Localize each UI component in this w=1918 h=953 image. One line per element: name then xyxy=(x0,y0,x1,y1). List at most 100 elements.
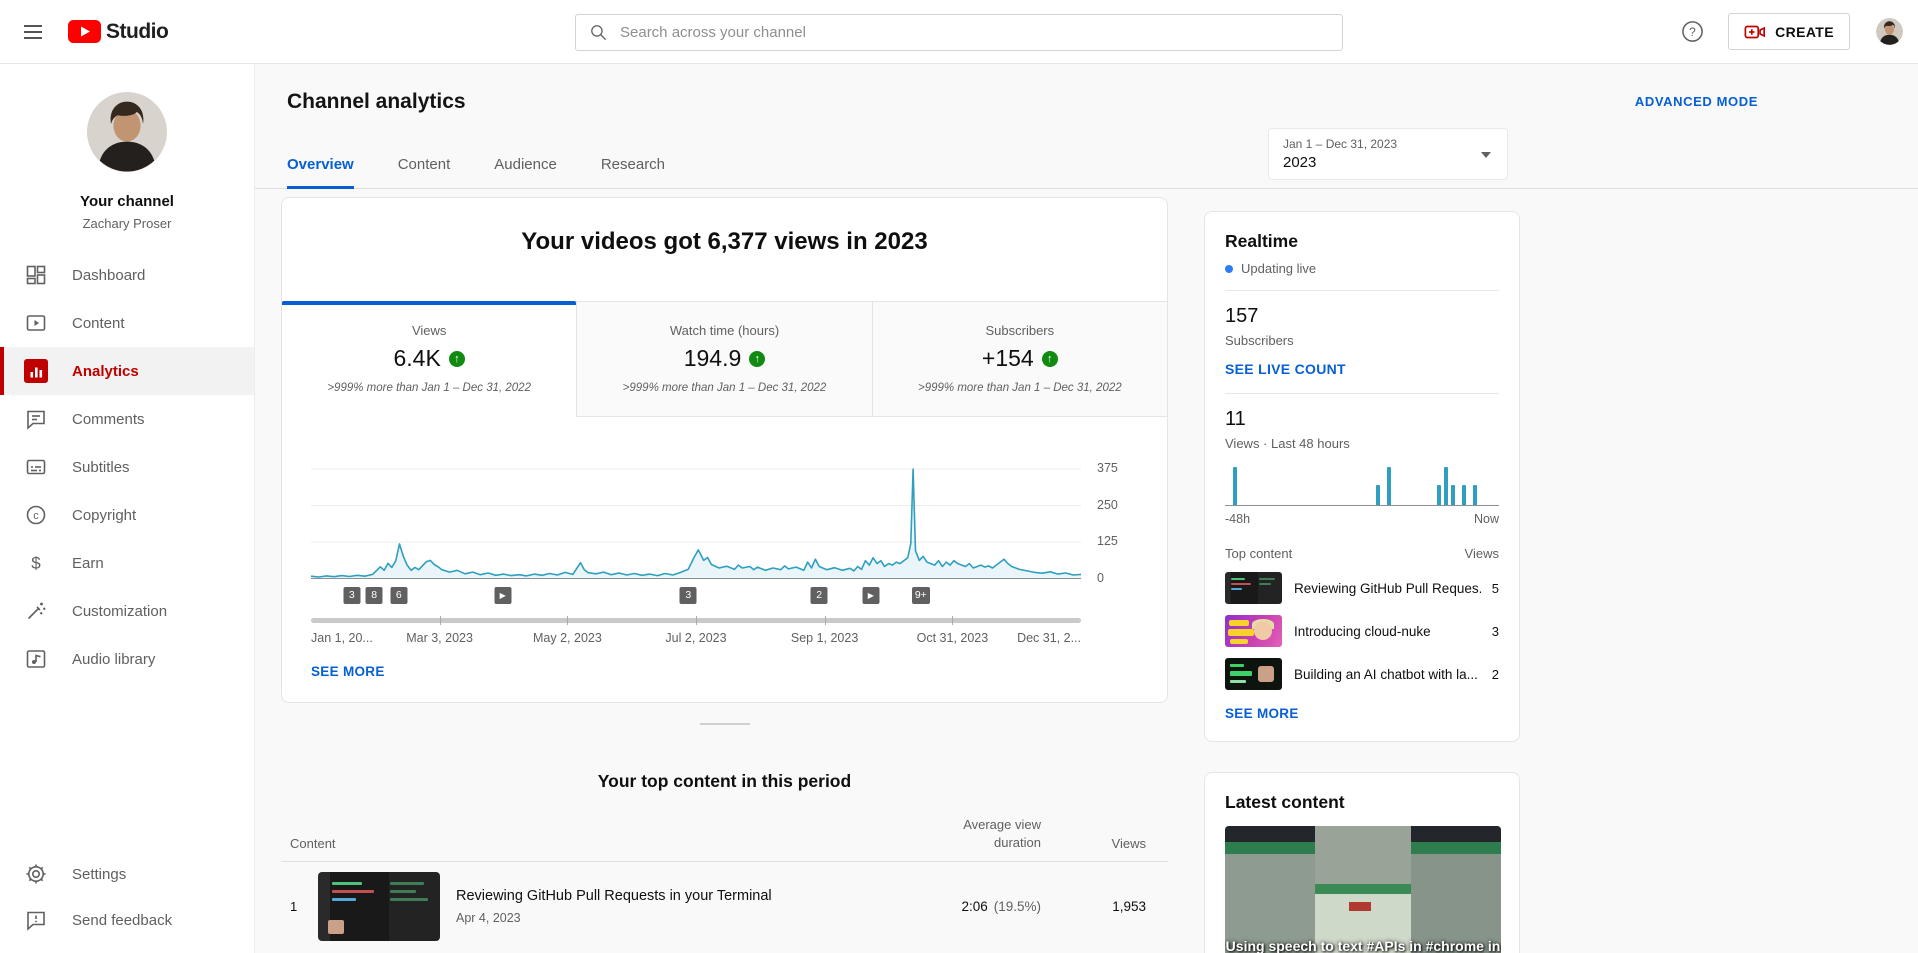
sidebar-item-content[interactable]: Content xyxy=(0,299,254,347)
sidebar-item-earn[interactable]: $ Earn xyxy=(0,539,254,587)
realtime-bar xyxy=(1462,485,1466,505)
video-title[interactable]: Reviewing GitHub Pull Requests in your T… xyxy=(456,888,772,905)
metric-tab-subscribers[interactable]: Subscribers +154 ↑ >999% more than Jan 1… xyxy=(871,302,1167,417)
y-axis-tick: 250 xyxy=(1097,497,1118,512)
youtube-studio-logo[interactable]: Studio xyxy=(68,19,169,44)
views-column-label: Views xyxy=(1464,546,1499,561)
video-publish-marker[interactable]: 2 xyxy=(810,587,828,604)
hamburger-menu-icon[interactable] xyxy=(22,21,44,43)
create-button[interactable]: CREATE xyxy=(1728,13,1850,50)
views-line-chart xyxy=(311,453,1081,579)
video-title: Introducing cloud-nuke xyxy=(1294,623,1431,639)
row-rank: 1 xyxy=(290,899,298,915)
x-axis-tick: May 2, 2023 xyxy=(533,631,602,645)
channel-search xyxy=(575,14,1343,51)
page-title: Channel analytics xyxy=(287,90,466,113)
sidebar-item-label: Content xyxy=(72,314,125,332)
latest-video-thumbnail[interactable]: Using speech to text #APIs in #chrome in xyxy=(1225,826,1501,953)
tab-audience[interactable]: Audience xyxy=(494,156,557,173)
see-live-count-link[interactable]: SEE LIVE COUNT xyxy=(1225,361,1346,377)
date-range-text: Jan 1 – Dec 31, 2023 xyxy=(1283,137,1398,151)
sidebar-item-audio-library[interactable]: Audio library xyxy=(0,635,254,683)
see-more-link[interactable]: SEE MORE xyxy=(1225,706,1299,721)
date-range-picker[interactable]: Jan 1 – Dec 31, 2023 2023 xyxy=(1268,128,1508,180)
logo-text: Studio xyxy=(106,19,169,43)
sidebar-item-settings[interactable]: Settings xyxy=(0,851,254,897)
tab-research[interactable]: Research xyxy=(600,156,666,173)
comments-icon xyxy=(27,410,45,430)
video-publish-marker[interactable]: 3 xyxy=(679,587,697,604)
table-row[interactable]: 1 Reviewing GitHub Pull Requests in your… xyxy=(281,862,1168,942)
realtime-views-label: Views · Last 48 hours xyxy=(1225,436,1350,451)
send-feedback-icon xyxy=(27,911,45,931)
y-axis-tick: 125 xyxy=(1097,534,1118,548)
metric-delta: >999% more than Jan 1 – Dec 31, 2022 xyxy=(327,382,531,394)
metric-label: Watch time (hours) xyxy=(669,323,780,338)
video-thumbnail[interactable] xyxy=(318,872,440,942)
video-views: 2 xyxy=(1491,666,1499,682)
section-divider xyxy=(699,723,750,725)
sidebar-item-analytics[interactable]: Analytics xyxy=(0,347,254,395)
sidebar-item-subtitles[interactable]: Subtitles xyxy=(0,443,254,491)
sidebar-item-label: Customization xyxy=(72,602,168,620)
svg-text:?: ? xyxy=(1689,25,1696,39)
chart-timeline-scrubber[interactable] xyxy=(311,616,1081,625)
realtime-bar xyxy=(1375,485,1380,505)
x-axis-tick: Jan 1, 20... xyxy=(311,631,373,645)
channel-avatar[interactable] xyxy=(87,92,167,176)
realtime-content-row[interactable]: Building an AI chatbot with la... 2 xyxy=(1225,658,1499,690)
search-input[interactable] xyxy=(620,24,1342,41)
see-more-link[interactable]: SEE MORE xyxy=(311,664,385,679)
up-arrow-icon: ↑ xyxy=(448,350,465,367)
metric-tabs: Views 6.4K ↑ >999% more than Jan 1 – Dec… xyxy=(282,301,1167,417)
realtime-content-row[interactable]: Introducing cloud-nuke 3 xyxy=(1225,615,1499,647)
video-publish-marker-icon[interactable]: ▶ xyxy=(862,587,880,604)
video-title: Building an AI chatbot with la... xyxy=(1294,666,1478,682)
video-date: Apr 4, 2023 xyxy=(456,911,521,926)
sidebar-item-label: Earn xyxy=(72,554,104,572)
top-content-table: Content Average view duration Views 1 xyxy=(281,816,1168,942)
advanced-mode-link[interactable]: ADVANCED MODE xyxy=(1634,94,1758,109)
analytics-header: Channel analytics ADVANCED MODE Jan 1 – … xyxy=(255,64,1918,189)
video-publish-marker-icon[interactable]: ▶ xyxy=(494,587,512,604)
sidebar-nav: Dashboard Content Analytics Comments Sub… xyxy=(0,251,254,683)
sidebar-item-send-feedback[interactable]: Send feedback xyxy=(0,897,254,943)
sidebar-item-dashboard[interactable]: Dashboard xyxy=(0,251,254,299)
x-axis-tick: Dec 31, 2... xyxy=(1017,631,1081,645)
sidebar-item-label: Analytics xyxy=(72,362,139,380)
customization-icon xyxy=(27,602,46,620)
top-content-label: Top content xyxy=(1225,546,1293,561)
sidebar-item-copyright[interactable]: c Copyright xyxy=(0,491,254,539)
sidebar-item-comments[interactable]: Comments xyxy=(0,395,254,443)
chart-video-markers: 3 8 6 ▶ 3 2 ▶ 9+ xyxy=(311,587,1081,604)
video-publish-marker[interactable]: 3 xyxy=(343,587,361,604)
video-info: Reviewing GitHub Pull Requests in your T… xyxy=(456,888,921,925)
tab-overview[interactable]: Overview xyxy=(287,156,354,189)
metric-tab-watch-time[interactable]: Watch time (hours) 194.9 ↑ >999% more th… xyxy=(576,302,872,417)
column-views: Views xyxy=(1111,836,1146,852)
user-avatar[interactable] xyxy=(1876,18,1903,45)
sidebar-item-label: Copyright xyxy=(72,506,137,524)
live-dot-icon xyxy=(1225,264,1233,273)
realtime-content-row[interactable]: Reviewing GitHub Pull Reques... 5 xyxy=(1225,572,1499,604)
tab-content[interactable]: Content xyxy=(397,156,451,173)
video-publish-marker[interactable]: 9+ xyxy=(911,587,930,604)
metric-label: Subscribers xyxy=(985,323,1055,338)
latest-content-title: Latest content xyxy=(1225,792,1345,812)
row-views: 1,953 xyxy=(1112,899,1146,915)
earn-icon: $ xyxy=(31,554,41,573)
metric-tab-views[interactable]: Views 6.4K ↑ >999% more than Jan 1 – Dec… xyxy=(282,301,577,417)
metric-delta: >999% more than Jan 1 – Dec 31, 2022 xyxy=(622,382,827,394)
sidebar-item-label: Subtitles xyxy=(72,458,130,476)
realtime-bar xyxy=(1472,485,1477,505)
sidebar-item-customization[interactable]: Customization xyxy=(0,587,254,635)
settings-icon xyxy=(26,864,46,884)
help-icon[interactable]: ? xyxy=(1681,20,1704,43)
video-publish-marker[interactable]: 8 xyxy=(365,587,383,604)
realtime-subscribers-value: 157 xyxy=(1225,305,1259,327)
axis-right-label: Now xyxy=(1473,512,1499,526)
overview-card: Your videos got 6,377 views in 2023 View… xyxy=(281,197,1168,703)
content-icon xyxy=(26,315,46,331)
channel-title: Your channel xyxy=(80,193,174,210)
video-publish-marker[interactable]: 6 xyxy=(390,587,408,604)
